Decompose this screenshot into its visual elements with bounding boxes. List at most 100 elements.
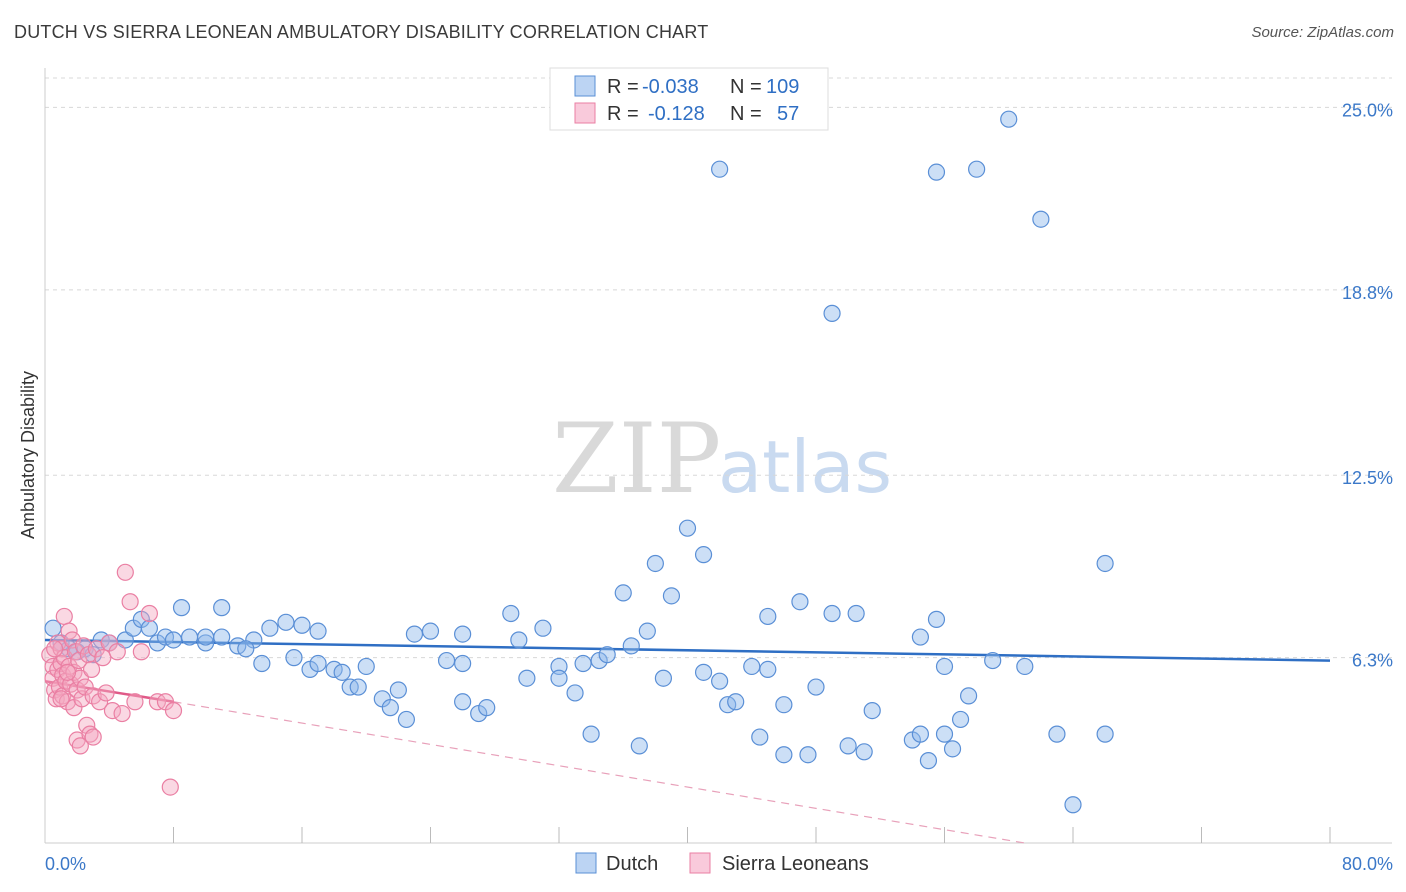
stats-legend-box xyxy=(549,67,829,131)
chart-title: DUTCH VS SIERRA LEONEAN AMBULATORY DISAB… xyxy=(14,22,709,42)
dutch-r-label: R = xyxy=(607,76,639,98)
sierra-leonean-point-37 xyxy=(94,649,112,667)
dutch-point-79 xyxy=(791,593,809,611)
y-tick-label-1: 12.5% xyxy=(1342,468,1393,488)
legend-dutch-swatch xyxy=(575,852,597,874)
x-tick-label-0: 0.0% xyxy=(45,854,86,874)
sierra-leonean-point-53 xyxy=(58,663,77,681)
sierra-leonean-trend-extension xyxy=(173,701,1025,844)
dutch-point-86 xyxy=(863,701,881,720)
dutch-point-29 xyxy=(285,649,303,667)
sierra-leonean-point-40 xyxy=(103,701,122,720)
sierra-leonean-point-8 xyxy=(52,640,70,658)
dutch-point-54 xyxy=(550,669,568,687)
dutch-point-15 xyxy=(180,628,199,646)
dutch-point-27 xyxy=(237,640,255,658)
dutch-point-81 xyxy=(807,678,825,696)
dutch-point-52 xyxy=(534,619,552,637)
dutch-point-21 xyxy=(277,613,295,631)
sierra-leonean-trend-line xyxy=(44,679,174,704)
dutch-point-46 xyxy=(454,625,472,643)
dutch-point-105 xyxy=(968,160,986,178)
dutch-swatch xyxy=(574,75,596,97)
dutch-point-76 xyxy=(759,607,777,626)
dutch-point-64 xyxy=(646,554,664,573)
dutch-point-102 xyxy=(1096,554,1114,573)
series-legend: Dutch Sierra Leoneans xyxy=(575,852,869,875)
dutch-point-94 xyxy=(943,740,962,758)
sierra-leonean-point-42 xyxy=(113,704,131,723)
axes xyxy=(44,68,1392,844)
dutch-point-55 xyxy=(566,684,584,702)
dutch-point-101 xyxy=(1096,725,1114,743)
dutch-point-107 xyxy=(1032,210,1050,228)
dutch-point-66 xyxy=(662,587,681,605)
sierra-leonean-point-43 xyxy=(116,563,134,581)
dutch-point-92 xyxy=(935,657,954,676)
sierra-leonean-n-value: 57 xyxy=(777,103,799,125)
sierra-leonean-point-52 xyxy=(52,690,70,708)
dutch-n-value: 109 xyxy=(766,76,799,98)
dutch-point-51 xyxy=(518,669,536,687)
dutch-point-53 xyxy=(550,657,568,676)
dutch-point-22 xyxy=(293,616,311,634)
y-tick-labels: 6.3% 12.5% 18.8% 25.0% xyxy=(1342,100,1393,670)
dutch-point-77 xyxy=(775,746,793,764)
dutch-point-49 xyxy=(502,604,520,623)
dutch-point-36 xyxy=(357,657,375,676)
sierra-leonean-point-55 xyxy=(84,728,102,746)
dutch-point-83 xyxy=(839,737,857,755)
dutch-point-25 xyxy=(213,599,231,617)
dutch-point-23 xyxy=(309,622,327,640)
sierra-leonean-points xyxy=(41,563,183,796)
sierra-leonean-r-value: -0.128 xyxy=(648,103,705,125)
dutch-point-74 xyxy=(751,728,769,746)
sierra-leonean-point-56 xyxy=(46,640,64,658)
dutch-point-14 xyxy=(164,631,183,649)
dutch-point-91 xyxy=(927,610,946,628)
sierra-leonean-n-label: N = xyxy=(730,103,762,125)
sierra-leonean-point-34 xyxy=(84,687,102,705)
dutch-point-33 xyxy=(333,663,351,681)
sierra-leonean-point-36 xyxy=(91,693,109,711)
dutch-point-70 xyxy=(711,672,729,690)
dutch-point-59 xyxy=(598,646,616,664)
dutch-point-62 xyxy=(630,737,648,755)
dutch-point-78 xyxy=(775,696,793,714)
dutch-point-67 xyxy=(678,519,697,537)
sierra-leonean-point-41 xyxy=(108,643,126,661)
sierra-leonean-point-54 xyxy=(71,737,89,755)
dutch-point-99 xyxy=(1048,725,1066,743)
dutch-point-17 xyxy=(213,628,231,646)
sierra-leonean-r-label: R = xyxy=(607,103,639,125)
sierra-leonean-swatch xyxy=(574,102,596,124)
dutch-point-73 xyxy=(743,657,761,676)
dutch-point-41 xyxy=(405,625,424,643)
legend-sierra-leonean-swatch xyxy=(689,852,711,874)
dutch-point-44 xyxy=(454,654,472,673)
dutch-point-28 xyxy=(253,654,271,673)
sierra-leonean-point-38 xyxy=(97,684,115,702)
dutch-points xyxy=(44,110,1114,814)
dutch-point-56 xyxy=(574,654,592,673)
dutch-point-39 xyxy=(389,681,407,699)
dutch-point-45 xyxy=(454,693,472,711)
dutch-point-31 xyxy=(309,654,327,673)
sierra-leonean-point-12 xyxy=(55,607,73,626)
dutch-point-38 xyxy=(381,699,399,717)
sierra-leonean-point-16 xyxy=(60,622,78,640)
dutch-point-97 xyxy=(984,651,1002,670)
dutch-point-82 xyxy=(823,604,841,623)
dutch-point-61 xyxy=(622,637,640,655)
y-tick-label-0: 6.3% xyxy=(1352,651,1393,671)
dutch-point-69 xyxy=(694,546,713,564)
dutch-point-16 xyxy=(197,634,215,652)
dutch-point-104 xyxy=(927,163,946,181)
sierra-leonean-point-32 xyxy=(81,725,99,743)
sierra-leonean-point-45 xyxy=(126,693,144,711)
dutch-point-63 xyxy=(638,622,656,640)
dutch-point-85 xyxy=(855,743,873,761)
dutch-point-43 xyxy=(437,651,456,670)
watermark-zip: ZIP xyxy=(552,403,721,515)
trend-lines xyxy=(44,638,1331,844)
